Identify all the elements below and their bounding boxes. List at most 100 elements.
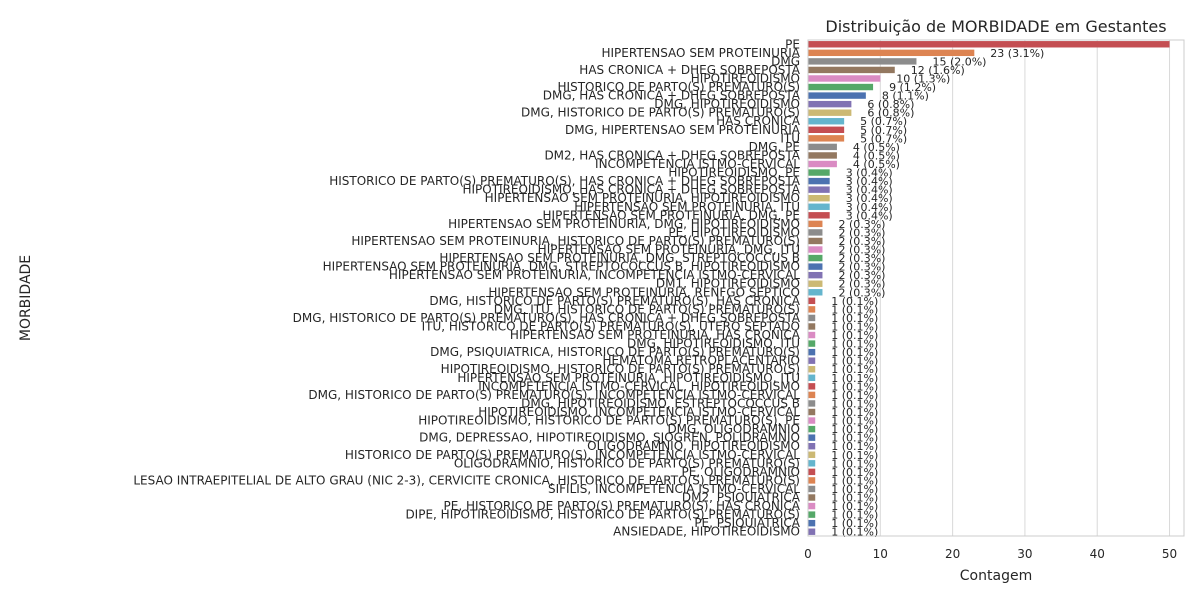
bar [808, 408, 816, 416]
data-label: 2 (0.3%) [838, 244, 885, 257]
data-label: 2 (0.3%) [838, 226, 885, 239]
bar [808, 203, 830, 210]
bar [808, 366, 816, 373]
y-tick-label: ITU [780, 131, 800, 145]
bar [808, 100, 852, 108]
y-tick-label: OLIGODRAMNIO, HISTORICO DE PARTO(S) PREM… [454, 456, 800, 470]
bar [808, 237, 823, 245]
data-label: 1 (0.1%) [831, 338, 878, 351]
bar [808, 220, 823, 228]
y-tick-label: DMG, HISTORICO DE PARTO(S) PREMATURO(S),… [293, 311, 801, 325]
y-tick-label: HIPERTENSAO SEM PROTEINURIA, DMG, HIPOTI… [448, 217, 800, 231]
data-label: 3 (0.4%) [846, 209, 893, 222]
y-tick-label: HIPERTENSAO SEM PROTEINURIA, DMG, ITU [538, 243, 800, 257]
y-tick-label: HIPOTIREOIDISMO, INCOMPETENCIA ISTMO-CER… [478, 405, 800, 419]
y-tick-label: HIPOTIREOIDISMO, PE [668, 166, 800, 180]
data-label: 3 (0.4%) [846, 192, 893, 205]
x-tick-label: 10 [873, 547, 888, 561]
bar [808, 263, 823, 270]
y-tick-label: OLIGODRAMNIO, HIPOTIREOIDISMO [587, 439, 800, 453]
data-label: 10 (1.3%) [896, 72, 950, 85]
y-tick-label: HEMATOMA RETROPLACENTARIO [603, 354, 800, 368]
data-label: 1 (0.1%) [831, 483, 878, 496]
data-label: 2 (0.3%) [838, 261, 885, 274]
bar [808, 357, 816, 364]
bar [808, 477, 816, 484]
data-label: 1 (0.1%) [831, 372, 878, 385]
y-tick-label: DMG, HIPERTENSAO SEM PROTEINURIA [565, 123, 801, 137]
bar [808, 118, 845, 125]
bar [808, 494, 816, 501]
bar [808, 109, 852, 116]
y-tick-label: DMG, OLIGODRAMNIO [667, 422, 800, 436]
data-label: 12 (1.6%) [911, 64, 965, 77]
y-tick-label: HIPERTENSAO SEM PROTEINURIA, INCOMPETENC… [389, 268, 800, 282]
bar [808, 297, 816, 305]
data-label: 1 (0.1%) [831, 415, 878, 428]
chart-title: Distribuição de MORBIDADE em Gestantes [825, 17, 1166, 36]
y-tick-label: PE, PSIQUIATRICA [694, 516, 800, 530]
bar [808, 75, 881, 82]
data-label: 1 (0.1%) [831, 457, 878, 470]
y-tick-label: HIPERTENSAO SEM PROTEINURIA, HIPOTIREOID… [485, 191, 800, 205]
y-tick-label: HIPOTIREOIDISMO [691, 71, 800, 85]
bar [808, 348, 816, 356]
bar [808, 460, 816, 467]
bar [808, 58, 917, 65]
data-label: 1 (0.1%) [831, 380, 878, 393]
y-tick-label: ANSIEDADE, HIPOTIREOIDISMO [613, 525, 800, 539]
data-label: 1 (0.1%) [831, 329, 878, 342]
bar [808, 434, 816, 441]
data-label: 8 (1.1%) [882, 90, 929, 103]
bar [808, 66, 895, 74]
data-label: 1 (0.1%) [831, 312, 878, 325]
bar [808, 511, 816, 518]
data-label: 2 (0.3%) [838, 278, 885, 291]
data-label: 1 (0.1%) [831, 432, 878, 445]
data-labels: 23 (3.1%) 15 (2.0%)12 (1.6%)10 (1.3%)9 (1… [831, 47, 1044, 539]
bar [808, 331, 816, 339]
y-tick-label: DMG, HIPOTIREOIDISMO, ESTREPTOCOCCUS B [521, 396, 800, 410]
data-label: 15 (2.0%) [932, 55, 986, 68]
data-label: 1 (0.1%) [831, 440, 878, 453]
data-label: 1 (0.1%) [831, 363, 878, 376]
bar [808, 280, 823, 287]
y-tick-label: DMG, HAS CRONICA + DHEG SOBREPOSTA [543, 89, 801, 103]
bar [808, 186, 830, 193]
data-label: 1 (0.1%) [831, 526, 878, 539]
bar [808, 391, 816, 399]
bar [808, 502, 816, 510]
data-label: 6 (0.8%) [867, 98, 914, 111]
data-label: 23 (3.1%) [990, 47, 1044, 60]
y-tick-label: HIPERTENSAO SEM PROTEINURIA, DMG, PE [543, 208, 800, 222]
y-tick-label: HISTORICO DE PARTO(S) PREMATURO(S) [558, 80, 800, 94]
y-tick-label: INCOMPETENCIA ISTMO-CERVICAL [595, 157, 800, 171]
plot-frame [807, 39, 1185, 537]
bar [808, 83, 874, 91]
y-tick-label: PE, OLIGODRAMNIO [682, 465, 800, 479]
bar [808, 374, 816, 381]
bar [808, 306, 816, 313]
data-label: 1 (0.1%) [831, 346, 878, 359]
bar [808, 314, 816, 322]
data-label: 3 (0.4%) [846, 201, 893, 214]
data-label: 4 (0.5%) [853, 141, 900, 154]
bar [808, 323, 816, 330]
x-tick-label: 50 [1162, 547, 1177, 561]
y-tick-label: LESAO INTRAEPITELIAL DE ALTO GRAU (NIC 2… [133, 473, 800, 487]
data-label: 3 (0.4%) [846, 175, 893, 188]
y-tick-label: DM2, HAS CRONICA + DHEG SOBREPOSTA [544, 148, 800, 162]
data-label: 2 (0.3%) [838, 252, 885, 265]
y-tick-label: DIPE, HIPOTIREOIDISMO, HISTORICO DE PART… [405, 508, 800, 522]
y-tick-label: HIPERTENSAO SEM PROTEINURIA, HAS CRONICA [510, 328, 801, 342]
y-tick-label: HIPERTENSAO SEM PROTEINURIA, HIPOTIREOID… [457, 371, 800, 385]
y-tick-label: DMG, HISTORICO DE PARTO(S) PREMATURO(S),… [308, 388, 800, 402]
data-label: 6 (0.8%) [867, 107, 914, 120]
data-label: 2 (0.3%) [838, 218, 885, 231]
data-label: 1 (0.1%) [831, 303, 878, 316]
bar [808, 41, 1170, 48]
bar [808, 177, 830, 185]
data-label: 5 (0.7%) [860, 132, 907, 145]
